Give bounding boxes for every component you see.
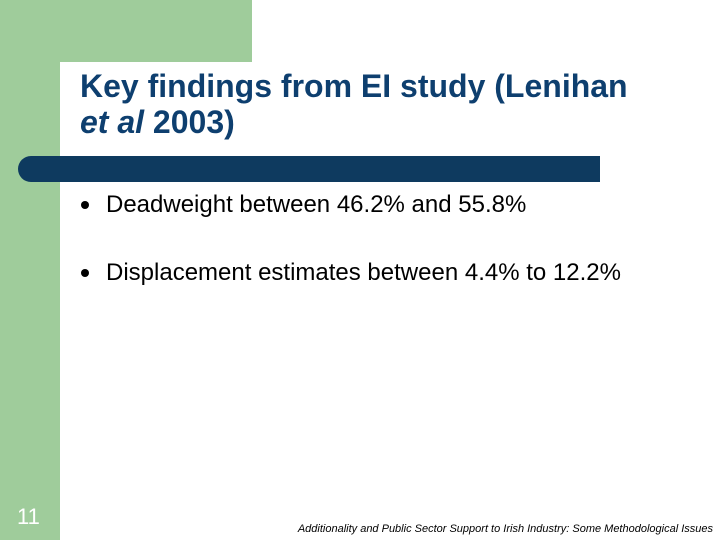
slide-number: 11	[17, 504, 40, 529]
footer-text: Additionality and Public Sector Support …	[297, 523, 713, 535]
bullet-dot-icon	[81, 269, 89, 277]
title-divider-bar	[18, 156, 600, 182]
bullet-item-deadweight: Deadweight between 46.2% and 55.8%	[80, 188, 680, 222]
bullet-text: Deadweight between 46.2% and 55.8%	[106, 191, 527, 218]
slide-title: Key findings from EI study (Lenihan et a…	[80, 68, 700, 140]
left-green-band	[0, 0, 60, 540]
title-line1: Key findings from EI study (Lenihan	[80, 68, 628, 104]
bullet-list: Deadweight between 46.2% and 55.8% Displ…	[80, 188, 680, 324]
bullet-dot-icon	[81, 201, 89, 209]
top-green-band	[0, 0, 252, 62]
bullet-item-displacement: Displacement estimates between 4.4% to 1…	[80, 256, 680, 290]
title-rest: 2003)	[144, 104, 235, 140]
bullet-text: Displacement estimates between 4.4% to 1…	[106, 259, 621, 286]
title-italic: et al	[80, 104, 145, 140]
